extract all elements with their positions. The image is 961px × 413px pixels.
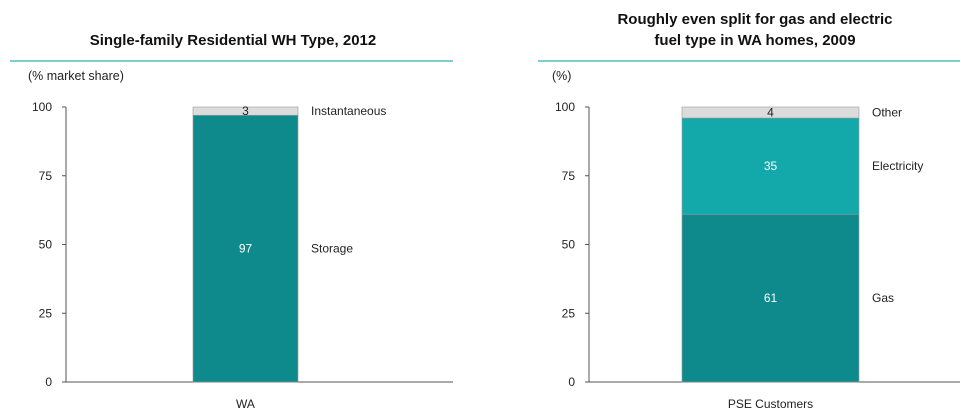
chart-left-y-tick-label: 25	[39, 306, 53, 320]
chart-right-value-electricity: 35	[764, 159, 778, 173]
chart-right-y-tick-label: 0	[568, 375, 575, 389]
chart-right-bar-other	[681, 106, 860, 119]
chart-right-title-line-2: fuel type in WA homes, 2009	[654, 32, 855, 49]
chart-right: Roughly even split for gas and electric …	[538, 11, 960, 411]
chart-right-value-other: 4	[767, 106, 774, 120]
chart-right-label-electricity: Electricity	[872, 159, 923, 173]
chart-left-value-instantaneous: 3	[242, 104, 249, 118]
chart-right-plot: 0 25 50 75 100 61 Gas 35 Electricity 4 Other PSE Cu…	[555, 100, 960, 411]
chart-right-label-gas: Gas	[872, 291, 894, 305]
chart-right-bar-electricity	[681, 117, 860, 215]
chart-right-y-tick-label: 75	[562, 169, 576, 183]
chart-left-category-label: WA	[236, 397, 255, 411]
chart-left: Single-family Residential WH Type, 2012 …	[10, 32, 453, 411]
chart-left-plot: 0 25 50 75 100 97 Storage 3 Instantaneous WA	[32, 100, 453, 411]
chart-left-y-tick-label: 0	[45, 375, 52, 389]
chart-right-value-gas: 61	[764, 291, 778, 305]
chart-right-y-tick-label: 100	[555, 100, 575, 114]
chart-right-label-other: Other	[872, 106, 902, 120]
chart-left-bar-storage	[192, 114, 299, 383]
chart-left-title: Single-family Residential WH Type, 2012	[90, 32, 376, 49]
chart-left-y-tick-label: 75	[39, 169, 53, 183]
chart-right-title-line-1: Roughly even split for gas and electric	[617, 11, 892, 28]
chart-left-value-storage: 97	[239, 242, 253, 256]
chart-right-category-label: PSE Customers	[728, 397, 813, 411]
chart-left-label-storage: Storage	[311, 242, 353, 256]
chart-left-bar-instantaneous	[192, 106, 299, 116]
chart-right-unit-label: (%)	[552, 69, 571, 83]
chart-right-y-tick-label: 50	[562, 238, 576, 252]
chart-left-label-instantaneous: Instantaneous	[311, 104, 386, 118]
chart-right-bar-gas	[681, 213, 860, 383]
chart-right-y-tick-label: 25	[562, 306, 576, 320]
chart-left-unit-label: (% market share)	[28, 69, 124, 83]
chart-left-y-tick-label: 100	[32, 100, 52, 114]
chart-left-y-tick-label: 50	[39, 238, 53, 252]
